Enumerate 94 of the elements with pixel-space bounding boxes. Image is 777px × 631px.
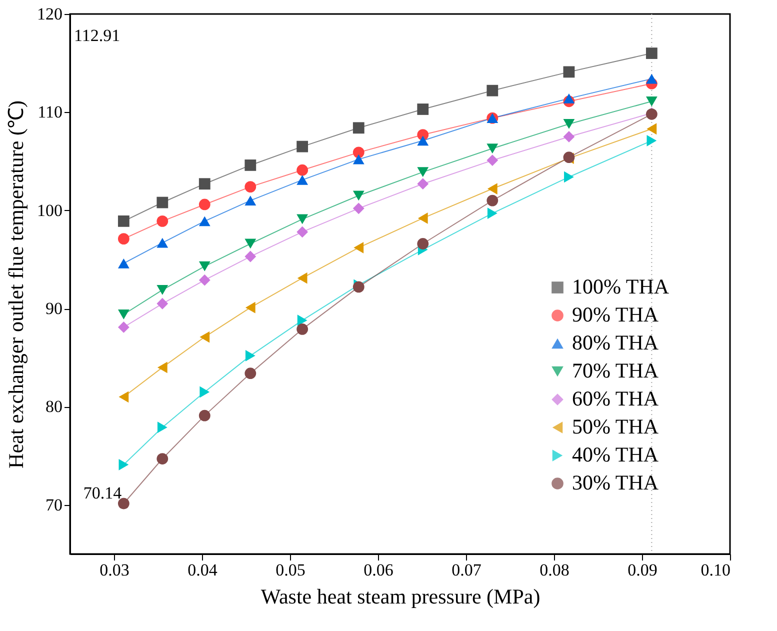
y-tick-label: 90 [46,299,62,318]
point [486,194,498,206]
x-tick-label: 0.03 [100,560,130,580]
point [297,272,308,284]
legend-label: 90% THA [572,302,660,326]
point [198,198,210,210]
point [352,154,364,164]
legend-label: 70% THA [572,358,660,382]
point [156,215,168,227]
point [487,208,498,220]
point [296,174,308,185]
point [486,84,498,96]
point [157,422,168,434]
point [296,214,308,224]
point [487,183,498,194]
y-tick-label: 70 [46,495,62,514]
point [118,233,130,245]
x-tick-label: 0.06 [364,560,394,580]
point [417,104,429,115]
point [244,238,256,249]
point [417,238,429,250]
point [156,196,168,208]
point [646,123,657,135]
point [156,284,168,295]
point [352,122,364,134]
y-tick-label: 80 [46,397,62,416]
legend-label: 80% THA [572,330,660,354]
point [244,250,256,262]
point [352,190,364,201]
point [296,140,308,152]
point [245,350,256,362]
y-tick-label: 110 [38,102,62,122]
point [118,458,129,470]
x-tick-label: 0.05 [276,560,306,580]
point [118,310,130,320]
point [156,238,168,248]
point [646,74,658,84]
point [563,94,575,104]
point [564,171,574,183]
point [418,212,428,224]
legend-label: 60% THA [572,386,660,410]
point [417,167,429,178]
point [646,134,657,146]
x-tick-label: 0.08 [540,560,570,580]
point [352,202,364,214]
point [118,391,129,403]
point [200,331,210,343]
point [245,302,256,314]
point [198,178,210,190]
point [156,453,168,464]
y-tick-label: 120 [37,4,62,24]
point [198,216,210,226]
legend-label: 40% THA [572,442,660,466]
x-tick-label: 0.04 [188,560,218,580]
x-tick-label: 0.09 [628,560,658,580]
point [486,144,498,154]
point [354,242,364,254]
point [296,226,308,238]
point [118,322,130,333]
point [417,136,429,146]
point [118,215,130,227]
legend-label: 30% THA [572,470,660,494]
x-axis-title: Waste heat steam pressure (MPa) [260,584,540,608]
point [156,298,168,310]
point [198,261,210,272]
point [118,258,130,268]
y-axis-title: Heat exchanger outlet flue temperature (℃) [4,100,28,468]
point [118,498,130,510]
annotation: 70.14 [83,484,122,503]
point [244,160,256,171]
point [352,146,364,158]
point [244,368,256,380]
x-tick-label: 0.07 [452,560,482,580]
point [157,362,168,374]
point [198,274,210,286]
point [417,178,429,190]
point [296,323,308,335]
point [563,66,575,78]
point [200,386,210,398]
point [198,410,210,422]
point [297,314,308,326]
x-tick-label: 0.10 [700,560,730,580]
point [563,131,575,142]
point [244,181,256,192]
point [563,119,575,129]
point [646,48,658,59]
legend-label: 50% THA [572,414,660,438]
point [646,96,658,106]
point [296,164,308,176]
point [244,196,256,206]
point [486,154,498,166]
annotation: 112.91 [74,26,120,45]
legend-label: 100% THA [572,274,670,298]
y-tick-label: 100 [37,200,62,220]
